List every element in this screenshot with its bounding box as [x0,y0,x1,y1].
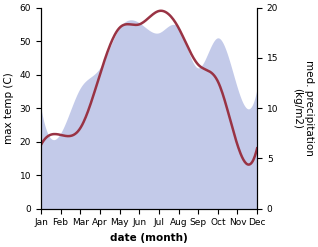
Y-axis label: max temp (C): max temp (C) [4,72,14,144]
X-axis label: date (month): date (month) [110,233,188,243]
Y-axis label: med. precipitation
(kg/m2): med. precipitation (kg/m2) [292,60,314,156]
